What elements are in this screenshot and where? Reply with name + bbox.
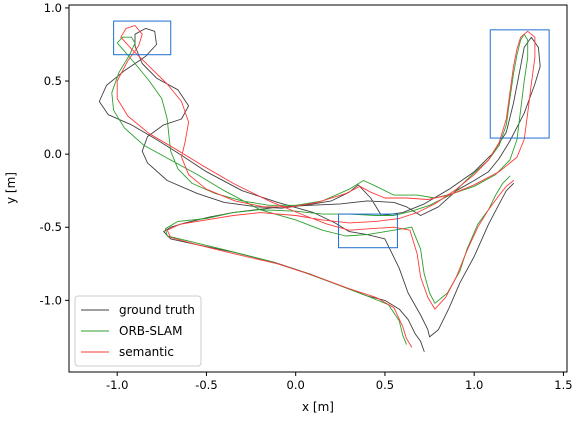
y-axis-ticks: 1.0 0.5 0.0 -0.5 -1.0	[40, 1, 69, 307]
series-line-orb-slam	[111, 33, 529, 345]
x-tick-label: 0.0	[287, 378, 305, 392]
plot-area	[98, 25, 541, 352]
legend: ground truth ORB-SLAM semantic	[74, 295, 202, 367]
x-axis-label: x [m]	[302, 400, 334, 414]
highlight-box-2	[489, 29, 550, 139]
y-axis-label: y [m]	[4, 172, 18, 204]
x-tick-label: -0.5	[195, 378, 217, 392]
x-tick-label: 1.5	[554, 378, 572, 392]
highlight-box-3	[338, 213, 398, 249]
legend-frame	[74, 295, 202, 367]
x-tick-label: 0.5	[376, 378, 394, 392]
highlight-box-1	[113, 20, 172, 56]
legend-label-ground-truth: ground truth	[119, 303, 195, 317]
y-tick-label: 0.5	[44, 74, 62, 88]
axes-frame	[68, 4, 568, 373]
x-tick-label: 1.0	[465, 378, 483, 392]
legend-label-orb-slam: ORB-SLAM	[119, 324, 183, 338]
x-axis-ticks: -1.0 -0.5 0.0 0.5 1.0 1.5	[106, 372, 573, 392]
y-tick-label: -1.0	[40, 293, 62, 307]
y-tick-label: 0.0	[44, 147, 62, 161]
y-tick-label: 1.0	[44, 1, 62, 15]
y-tick-label: -0.5	[40, 220, 62, 234]
legend-label-semantic: semantic	[119, 345, 174, 359]
x-tick-label: -1.0	[106, 378, 128, 392]
series-line-semantic	[116, 25, 536, 348]
highlight-boxes	[113, 20, 550, 249]
